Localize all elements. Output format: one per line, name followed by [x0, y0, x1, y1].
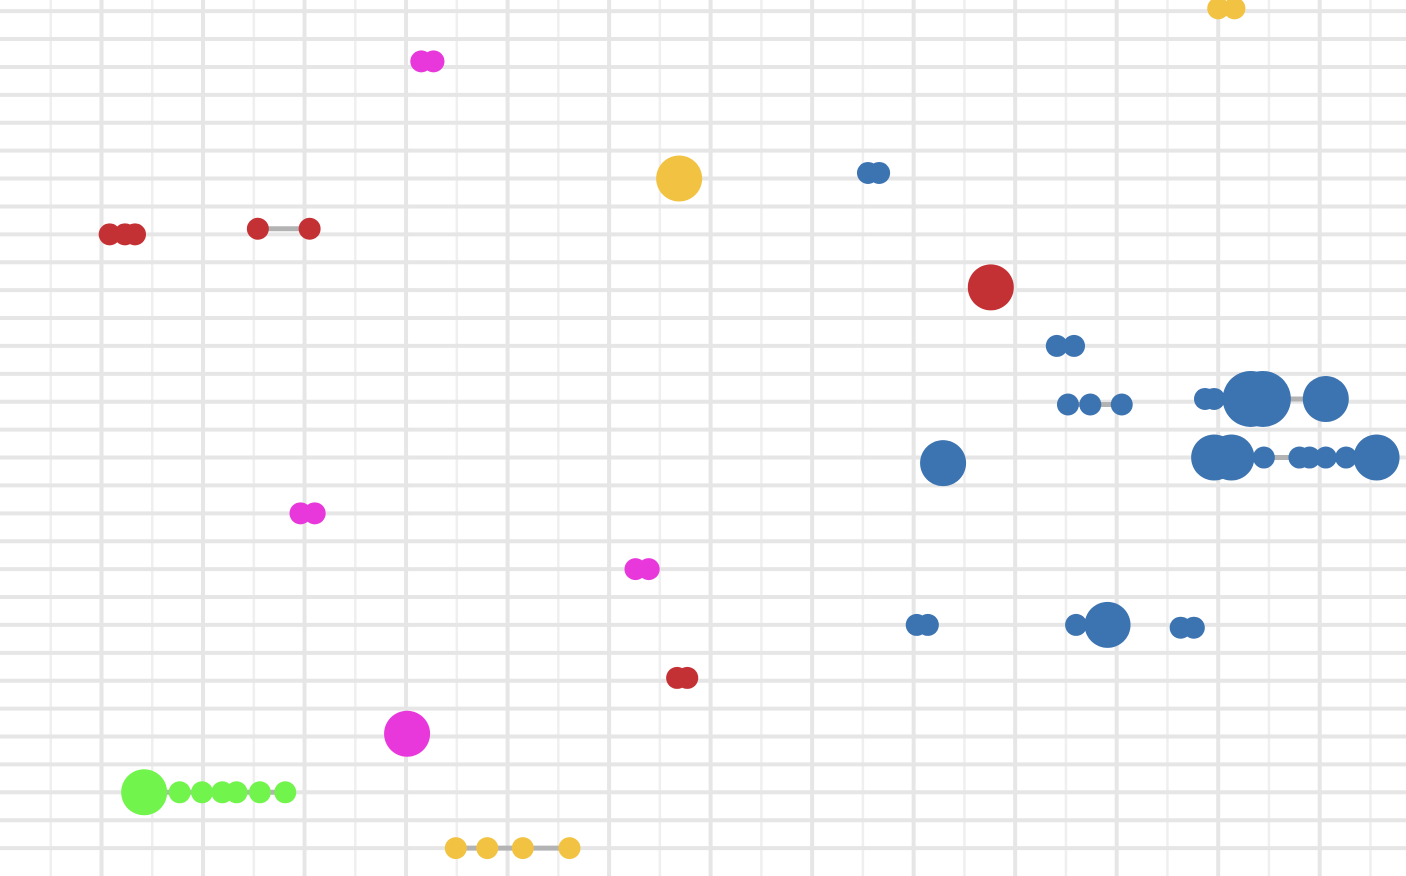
data-point-blue [1335, 446, 1358, 469]
data-point-blue [1056, 393, 1079, 416]
data-point-red [676, 666, 699, 689]
data-point-blue [1208, 434, 1255, 481]
data-point-blue [920, 440, 967, 487]
data-point-yellow [444, 837, 467, 860]
data-point-blue [1252, 446, 1275, 469]
data-point-blue [1063, 334, 1086, 357]
data-point-magenta [637, 558, 660, 581]
data-point-green [248, 781, 271, 804]
data-point-blue [1065, 613, 1088, 636]
data-point-yellow [656, 155, 703, 202]
data-point-green [168, 781, 191, 804]
data-point-green [225, 781, 248, 804]
data-point-green [191, 781, 214, 804]
data-point-blue [1110, 393, 1133, 416]
data-point-yellow [511, 837, 534, 860]
data-point-blue [1084, 601, 1131, 648]
data-point-blue [1298, 446, 1321, 469]
data-point-blue [868, 161, 891, 184]
data-point-blue [916, 613, 939, 636]
data-point-green [274, 781, 297, 804]
data-point-blue [1182, 616, 1205, 639]
data-point-yellow [1223, 0, 1246, 20]
data-point-magenta [303, 502, 326, 525]
data-point-blue [1234, 370, 1291, 427]
data-points [98, 0, 1400, 860]
data-point-yellow [558, 837, 581, 860]
data-point-red [967, 264, 1014, 311]
data-point-magenta [422, 50, 445, 73]
data-point-blue [1045, 334, 1068, 357]
data-point-green [121, 769, 168, 816]
data-point-blue [1353, 434, 1400, 481]
data-point-magenta [384, 710, 431, 757]
data-point-blue [1314, 446, 1337, 469]
data-point-yellow [1207, 0, 1230, 20]
data-point-blue [1079, 393, 1102, 416]
data-point-red [246, 217, 269, 240]
data-point-blue [1302, 375, 1349, 422]
data-point-blue [1203, 387, 1226, 410]
data-point-red [298, 217, 321, 240]
data-point-red [124, 223, 147, 246]
data-point-yellow [476, 837, 499, 860]
data-point-red [98, 223, 121, 246]
